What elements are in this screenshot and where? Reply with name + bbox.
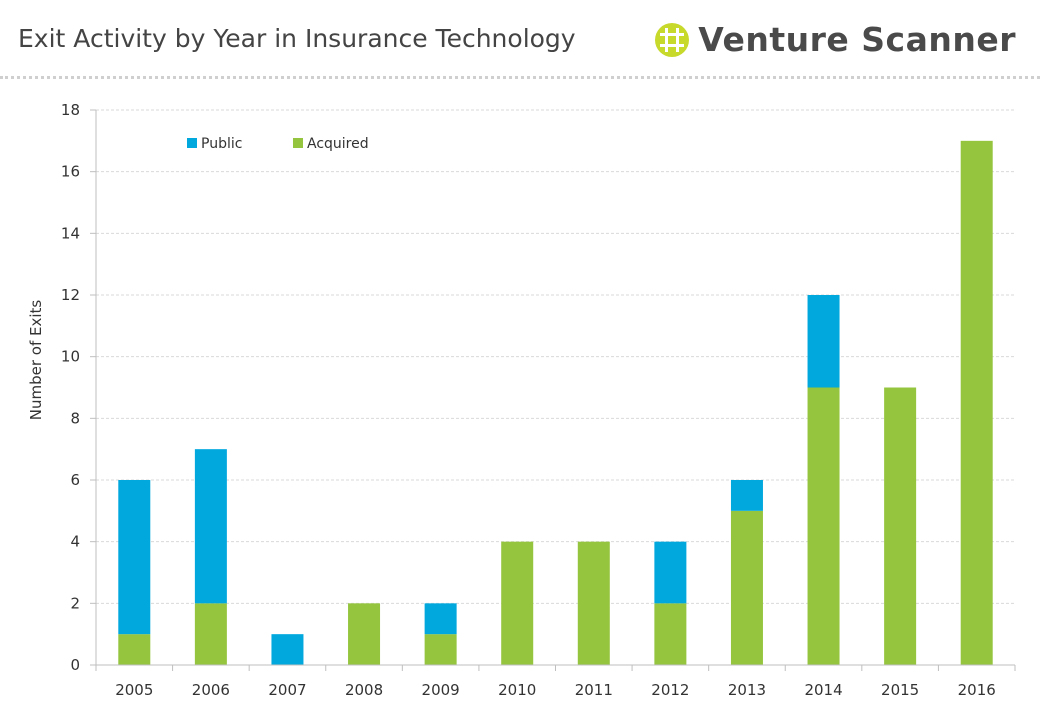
bar-public-2012 [654, 541, 687, 604]
y-axis-label: Number of Exits [27, 300, 45, 421]
x-tick-label: 2008 [345, 681, 383, 699]
x-tick-label: 2015 [881, 681, 919, 699]
x-tick-label: 2009 [422, 681, 460, 699]
axes: Number of Exits 0 2 4 6 8 10 12 14 16 18 2005 2006 2… [27, 101, 1016, 699]
x-tick-label: 2005 [115, 681, 153, 699]
x-tick-label: 2012 [651, 681, 689, 699]
bar-acquired-2009 [424, 634, 457, 665]
x-tick-label: 2006 [192, 681, 230, 699]
gridlines [96, 109, 1015, 604]
bar-public-2005 [118, 480, 151, 635]
bar-acquired-2005 [118, 634, 151, 665]
bar-acquired-2010 [501, 541, 534, 665]
bar-acquired-2014 [807, 387, 840, 665]
legend-label-acquired: Acquired [307, 136, 369, 152]
page-title: Exit Activity by Year in Insurance Techn… [18, 24, 576, 53]
y-tick-label: 16 [61, 163, 80, 181]
bar-public-2014 [807, 295, 840, 388]
x-tick-label: 2011 [575, 681, 613, 699]
bar-public-2007 [271, 634, 304, 665]
bar-acquired-2008 [348, 603, 381, 665]
bar-public-2009 [424, 603, 457, 635]
brand: Venture Scanner [654, 18, 1016, 62]
legend-swatch-acquired [293, 138, 303, 148]
bar-public-2006 [194, 449, 227, 604]
y-tick-label: 12 [61, 286, 80, 304]
y-tick-label: 18 [61, 101, 80, 119]
bar-acquired-2012 [654, 603, 687, 665]
brand-name: Venture Scanner [698, 20, 1016, 59]
header: Exit Activity by Year in Insurance Techn… [0, 0, 1040, 79]
legend: Public Acquired [187, 136, 369, 152]
bar-acquired-2015 [884, 387, 917, 665]
header-divider [0, 76, 1040, 79]
bar-acquired-2013 [730, 510, 763, 665]
legend-swatch-public [187, 138, 197, 148]
bar-public-2013 [730, 480, 763, 511]
y-tick-label: 4 [70, 533, 80, 551]
y-tick-label: 10 [61, 348, 80, 366]
y-tick-label: 0 [70, 656, 80, 674]
bars [118, 140, 993, 666]
y-tick-label: 6 [70, 471, 80, 489]
x-tick-label: 2010 [498, 681, 536, 699]
bar-acquired-2006 [194, 603, 227, 665]
legend-label-public: Public [201, 136, 242, 152]
x-tick-label: 2007 [268, 681, 306, 699]
bar-acquired-2011 [577, 541, 610, 665]
y-tick-label: 2 [70, 594, 80, 612]
x-tick-label: 2013 [728, 681, 766, 699]
x-tick-label: 2014 [804, 681, 842, 699]
venture-scanner-logo-icon [655, 23, 690, 57]
x-tick-label: 2016 [958, 681, 996, 699]
bar-acquired-2016 [960, 140, 993, 666]
y-tick-label: 8 [70, 409, 80, 427]
y-tick-label: 14 [61, 224, 80, 242]
